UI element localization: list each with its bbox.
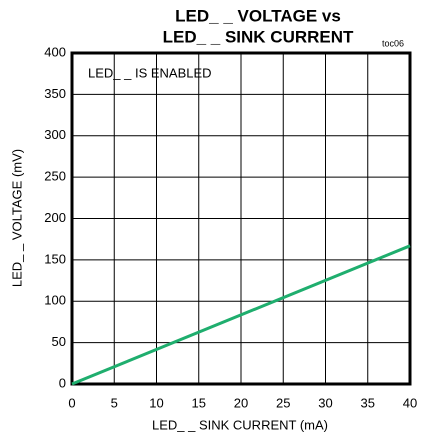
plot-frame — [70, 51, 412, 386]
x-tick-label: 0 — [68, 395, 75, 410]
x-axis-label: LED_ _ SINK CURRENT (mA) — [152, 417, 328, 432]
x-tick-label: 5 — [111, 395, 118, 410]
x-tick-label: 40 — [403, 395, 417, 410]
y-tick-label: 300 — [44, 127, 66, 142]
y-tick-label: 50 — [52, 334, 66, 349]
y-tick-label: 200 — [44, 210, 66, 225]
annotation: LED_ _ IS ENABLED — [88, 65, 212, 80]
y-tick-label: 250 — [44, 169, 66, 184]
x-tick-label: 15 — [192, 395, 206, 410]
x-tick-label: 10 — [149, 395, 163, 410]
y-tick-label: 150 — [44, 251, 66, 266]
annotation: toc06 — [382, 38, 404, 48]
y-axis-label: LED_ _ VOLTAGE (mV) — [9, 149, 24, 287]
chart-title: LED_ _ VOLTAGE vs — [175, 6, 341, 25]
y-tick-label: 350 — [44, 86, 66, 101]
x-tick-label: 30 — [318, 395, 332, 410]
y-tick-label: 400 — [44, 44, 66, 59]
x-tick-label: 35 — [361, 395, 375, 410]
x-tick-label: 25 — [276, 395, 290, 410]
y-tick-label: 0 — [59, 375, 66, 390]
data-line — [71, 244, 411, 386]
chart-title: LED_ _ SINK CURRENT — [163, 27, 354, 46]
x-tick-label: 20 — [234, 395, 248, 410]
y-tick-label: 100 — [44, 293, 66, 308]
